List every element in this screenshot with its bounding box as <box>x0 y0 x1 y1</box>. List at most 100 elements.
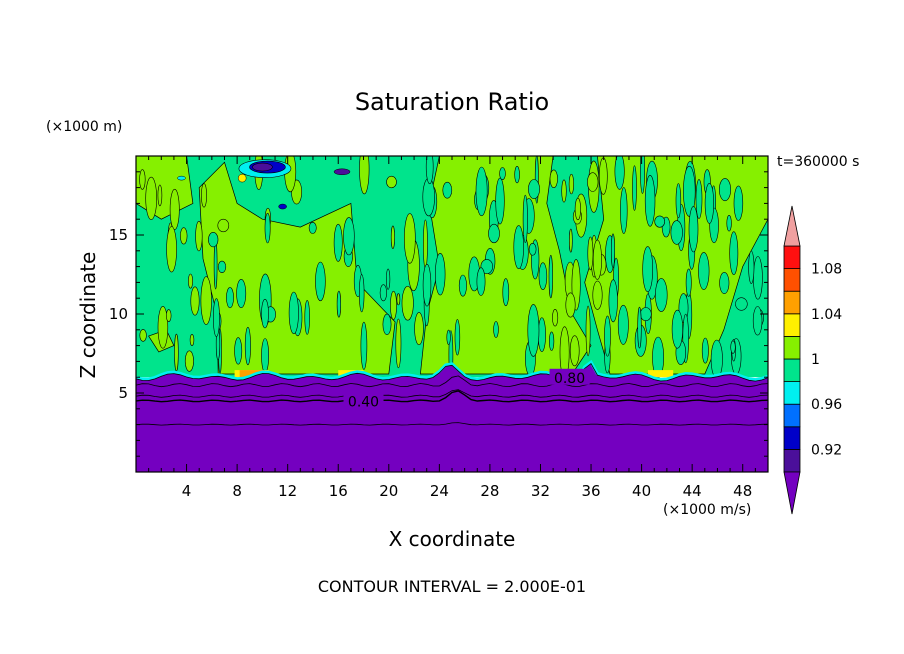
moisture-streak <box>718 178 731 202</box>
moisture-streak <box>458 274 467 297</box>
moisture-streak <box>683 165 696 217</box>
colorbar-band <box>783 403 801 428</box>
moisture-streak <box>476 267 486 296</box>
moisture-streak <box>390 290 397 320</box>
moisture-streak <box>644 175 656 227</box>
moisture-streak <box>617 304 629 345</box>
moisture-streak <box>528 243 537 256</box>
colorbar-band <box>783 426 801 450</box>
moisture-streak <box>585 305 591 357</box>
moisture-streak <box>190 286 200 316</box>
moisture-streak <box>360 321 368 370</box>
moisture-streak <box>604 315 611 357</box>
moisture-streak <box>527 304 540 357</box>
x-tick-label: 24 <box>430 482 449 500</box>
moisture-streak <box>522 194 528 243</box>
moisture-streak <box>139 329 147 342</box>
moisture-streak <box>733 185 744 221</box>
moisture-streak <box>189 333 195 346</box>
x-axis-unit: (×1000 m/s) <box>663 502 752 518</box>
moisture-streak <box>748 250 755 284</box>
moisture-streak <box>396 293 401 306</box>
x-tick-label: 4 <box>182 482 192 500</box>
colorbar-tick-label: 0.96 <box>811 397 842 413</box>
chart-title: Saturation Ratio <box>354 88 550 116</box>
dry-layer-edge <box>136 359 768 382</box>
cyan-patch <box>177 175 186 181</box>
time-label: t=360000 s <box>777 154 860 170</box>
moisture-streak <box>382 313 392 336</box>
moisture-streak <box>610 233 615 268</box>
colorbar-tick-label: 1.04 <box>811 307 842 323</box>
contour-labels: 0.40 0.80 <box>343 368 590 410</box>
moisture-streak <box>639 307 652 321</box>
purple-patch <box>252 162 273 172</box>
moisture-streak <box>139 169 146 190</box>
moisture-streak <box>704 182 715 224</box>
moisture-streak <box>145 176 157 220</box>
moisture-streak <box>688 206 699 253</box>
colorbar-band <box>783 290 801 315</box>
moisture-streak <box>614 156 625 190</box>
moisture-streak <box>401 285 414 321</box>
colorbar-tick-label: 1 <box>811 352 820 368</box>
moisture-streak <box>386 175 397 189</box>
moisture-streak <box>701 337 709 364</box>
moisture-streak <box>403 213 416 264</box>
moisture-streak <box>514 166 520 184</box>
moisture-streak <box>435 253 446 296</box>
moisture-streak <box>655 278 668 312</box>
y-tick-label: 15 <box>109 226 128 244</box>
y-tick-label: 5 <box>118 384 128 402</box>
y-axis: 5 10 15 <box>109 171 768 457</box>
moisture-streak <box>217 260 227 274</box>
colorbar-tick-label: 0.92 <box>811 442 842 458</box>
moisture-streak <box>719 271 730 294</box>
moisture-streak <box>201 183 208 208</box>
contour-label: 0.80 <box>554 371 585 387</box>
moisture-streak <box>730 340 736 354</box>
colorbar-band <box>783 268 801 292</box>
moisture-streak <box>735 297 748 311</box>
moisture-streak <box>379 284 388 302</box>
moisture-streak <box>695 179 703 219</box>
moisture-streak <box>685 268 692 297</box>
x-tick-label: 48 <box>733 482 752 500</box>
moisture-streak <box>234 337 243 365</box>
moisture-streak <box>752 306 763 336</box>
x-tick-label: 44 <box>683 482 702 500</box>
moisture-streak <box>561 179 567 203</box>
moisture-streak <box>480 259 493 274</box>
moisture-streak <box>244 326 251 366</box>
moisture-streak <box>538 262 548 291</box>
colorbar-band <box>783 245 801 270</box>
moisture-streak <box>537 317 546 353</box>
moisture-streak <box>169 188 180 230</box>
moisture-streak <box>640 156 645 194</box>
moisture-streak <box>180 227 188 245</box>
x-tick-label: 12 <box>278 482 297 500</box>
moisture-streak <box>264 212 271 244</box>
moisture-streak <box>598 157 608 195</box>
moisture-streak <box>528 179 540 200</box>
moisture-streak <box>495 177 505 225</box>
moisture-streak <box>395 318 402 369</box>
moisture-streak <box>422 177 435 217</box>
x-tick-label: 28 <box>480 482 499 500</box>
y-axis-unit: (×1000 m) <box>46 119 123 135</box>
colorbar: 0.92 0.96 1 1.04 1.08 <box>783 205 842 515</box>
colorbar-band <box>783 448 801 473</box>
moisture-streak <box>422 219 428 270</box>
moisture-streak <box>359 274 365 313</box>
colorbar-band <box>783 335 801 360</box>
moisture-streak <box>390 225 395 250</box>
supersaturated-band <box>647 370 674 378</box>
moisture-streak <box>568 173 575 195</box>
moisture-streak <box>442 181 453 199</box>
moisture-streak <box>288 291 299 335</box>
x-tick-label: 20 <box>379 482 398 500</box>
moisture-streak <box>213 240 218 290</box>
moisture-streak <box>343 217 355 256</box>
moisture-streak <box>200 276 212 325</box>
